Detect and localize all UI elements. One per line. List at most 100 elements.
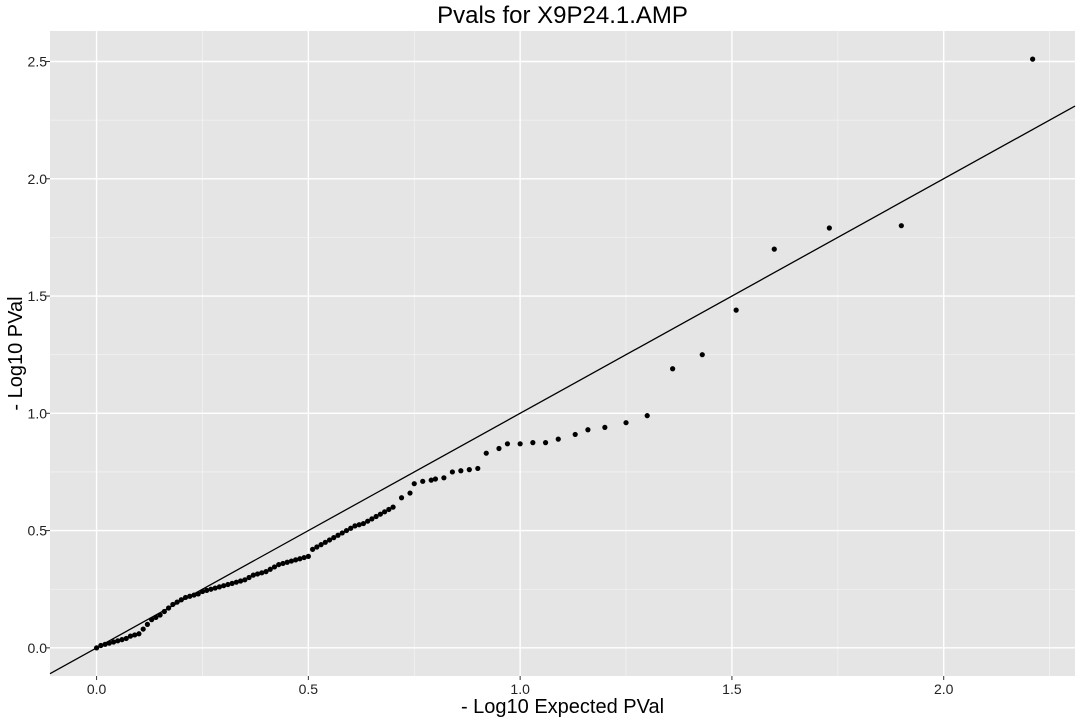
data-point [297, 556, 303, 562]
y-tick-label: 0.5 [28, 523, 48, 539]
data-point [127, 633, 134, 639]
chart-title: Pvals for X9P24.1.AMP [437, 2, 688, 29]
data-point [365, 518, 371, 524]
data-point [187, 593, 193, 599]
data-point [115, 638, 121, 644]
data-point [390, 504, 396, 510]
x-tick-label: 1.0 [510, 681, 530, 697]
data-point [174, 599, 180, 605]
data-points [93, 56, 1036, 651]
data-point [225, 581, 231, 588]
x-tick-label: 1.5 [722, 681, 742, 697]
data-point [284, 559, 290, 565]
data-point [305, 553, 311, 559]
data-point [449, 469, 455, 475]
y-tick-label: 0.0 [28, 640, 48, 656]
data-point [377, 511, 383, 517]
data-point [369, 516, 375, 522]
data-point [428, 477, 434, 483]
y-tick-label: 2.0 [28, 171, 48, 187]
data-point [386, 506, 392, 513]
data-point [322, 539, 328, 545]
data-point [407, 490, 413, 496]
data-point [195, 591, 201, 597]
data-point [542, 440, 549, 446]
data-point [623, 420, 629, 426]
y-tick-label: 2.5 [28, 53, 48, 69]
data-point [441, 475, 447, 481]
data-point [229, 580, 235, 586]
data-point [555, 436, 561, 442]
x-tick-label: 0.0 [87, 681, 107, 697]
data-point [356, 522, 362, 528]
data-point [335, 532, 341, 538]
data-point [267, 566, 273, 572]
data-point [644, 413, 650, 419]
data-point [119, 637, 125, 643]
data-point [420, 478, 426, 484]
data-point [110, 639, 117, 645]
x-axis-ticks: 0.0 0.5 1.0 1.5 2.0 [87, 676, 954, 697]
data-point [199, 588, 206, 595]
y-tick-label: 1.5 [28, 288, 48, 304]
data-point [140, 626, 146, 632]
x-tick-label: 2.0 [934, 681, 954, 697]
data-point [178, 597, 184, 603]
data-point [602, 424, 608, 430]
data-point [165, 605, 172, 611]
data-point [483, 450, 489, 456]
data-point [144, 621, 151, 628]
data-point [432, 476, 439, 482]
data-point [204, 587, 210, 593]
data-point [339, 530, 345, 536]
data-point [132, 632, 138, 638]
data-point [182, 594, 189, 601]
data-point [149, 617, 155, 623]
data-point [331, 535, 337, 541]
data-point [314, 544, 320, 550]
reference-line [49, 105, 1076, 675]
data-point [102, 641, 108, 647]
data-point [106, 640, 112, 646]
data-point [271, 564, 278, 570]
data-point [360, 520, 367, 527]
data-point [348, 525, 354, 531]
y-axis-label: - Log10 PVal [5, 296, 27, 410]
data-point [136, 631, 142, 637]
data-point [153, 614, 159, 620]
data-point [699, 352, 705, 358]
data-point [310, 546, 316, 552]
data-point [170, 601, 176, 608]
data-point [301, 554, 307, 561]
data-point [98, 642, 104, 649]
data-point [411, 481, 417, 487]
data-point [898, 223, 904, 229]
data-point [237, 578, 244, 584]
data-point [572, 431, 578, 438]
data-point [670, 366, 676, 372]
data-point [318, 542, 324, 548]
data-point [326, 537, 333, 543]
y-axis-ticks: 0.0 0.5 1.0 1.5 2.0 2.5 [28, 53, 50, 656]
x-axis-label: - Log10 Expected PVal [461, 696, 664, 718]
data-point [504, 441, 511, 447]
data-point [733, 307, 739, 313]
data-point [276, 561, 282, 568]
data-point [250, 572, 256, 578]
data-point [517, 441, 523, 447]
data-point [263, 569, 269, 575]
minor-gridlines [50, 31, 1075, 676]
data-point [373, 513, 379, 520]
data-point [259, 570, 265, 576]
data-point [123, 635, 129, 642]
plot-panel [50, 31, 1075, 676]
data-point [398, 495, 405, 501]
major-gridlines [50, 31, 1075, 676]
data-point [208, 586, 214, 592]
data-point [288, 558, 295, 564]
data-point [293, 557, 299, 563]
data-point [771, 246, 777, 252]
data-point [242, 577, 248, 583]
x-tick-label: 0.5 [299, 681, 319, 697]
